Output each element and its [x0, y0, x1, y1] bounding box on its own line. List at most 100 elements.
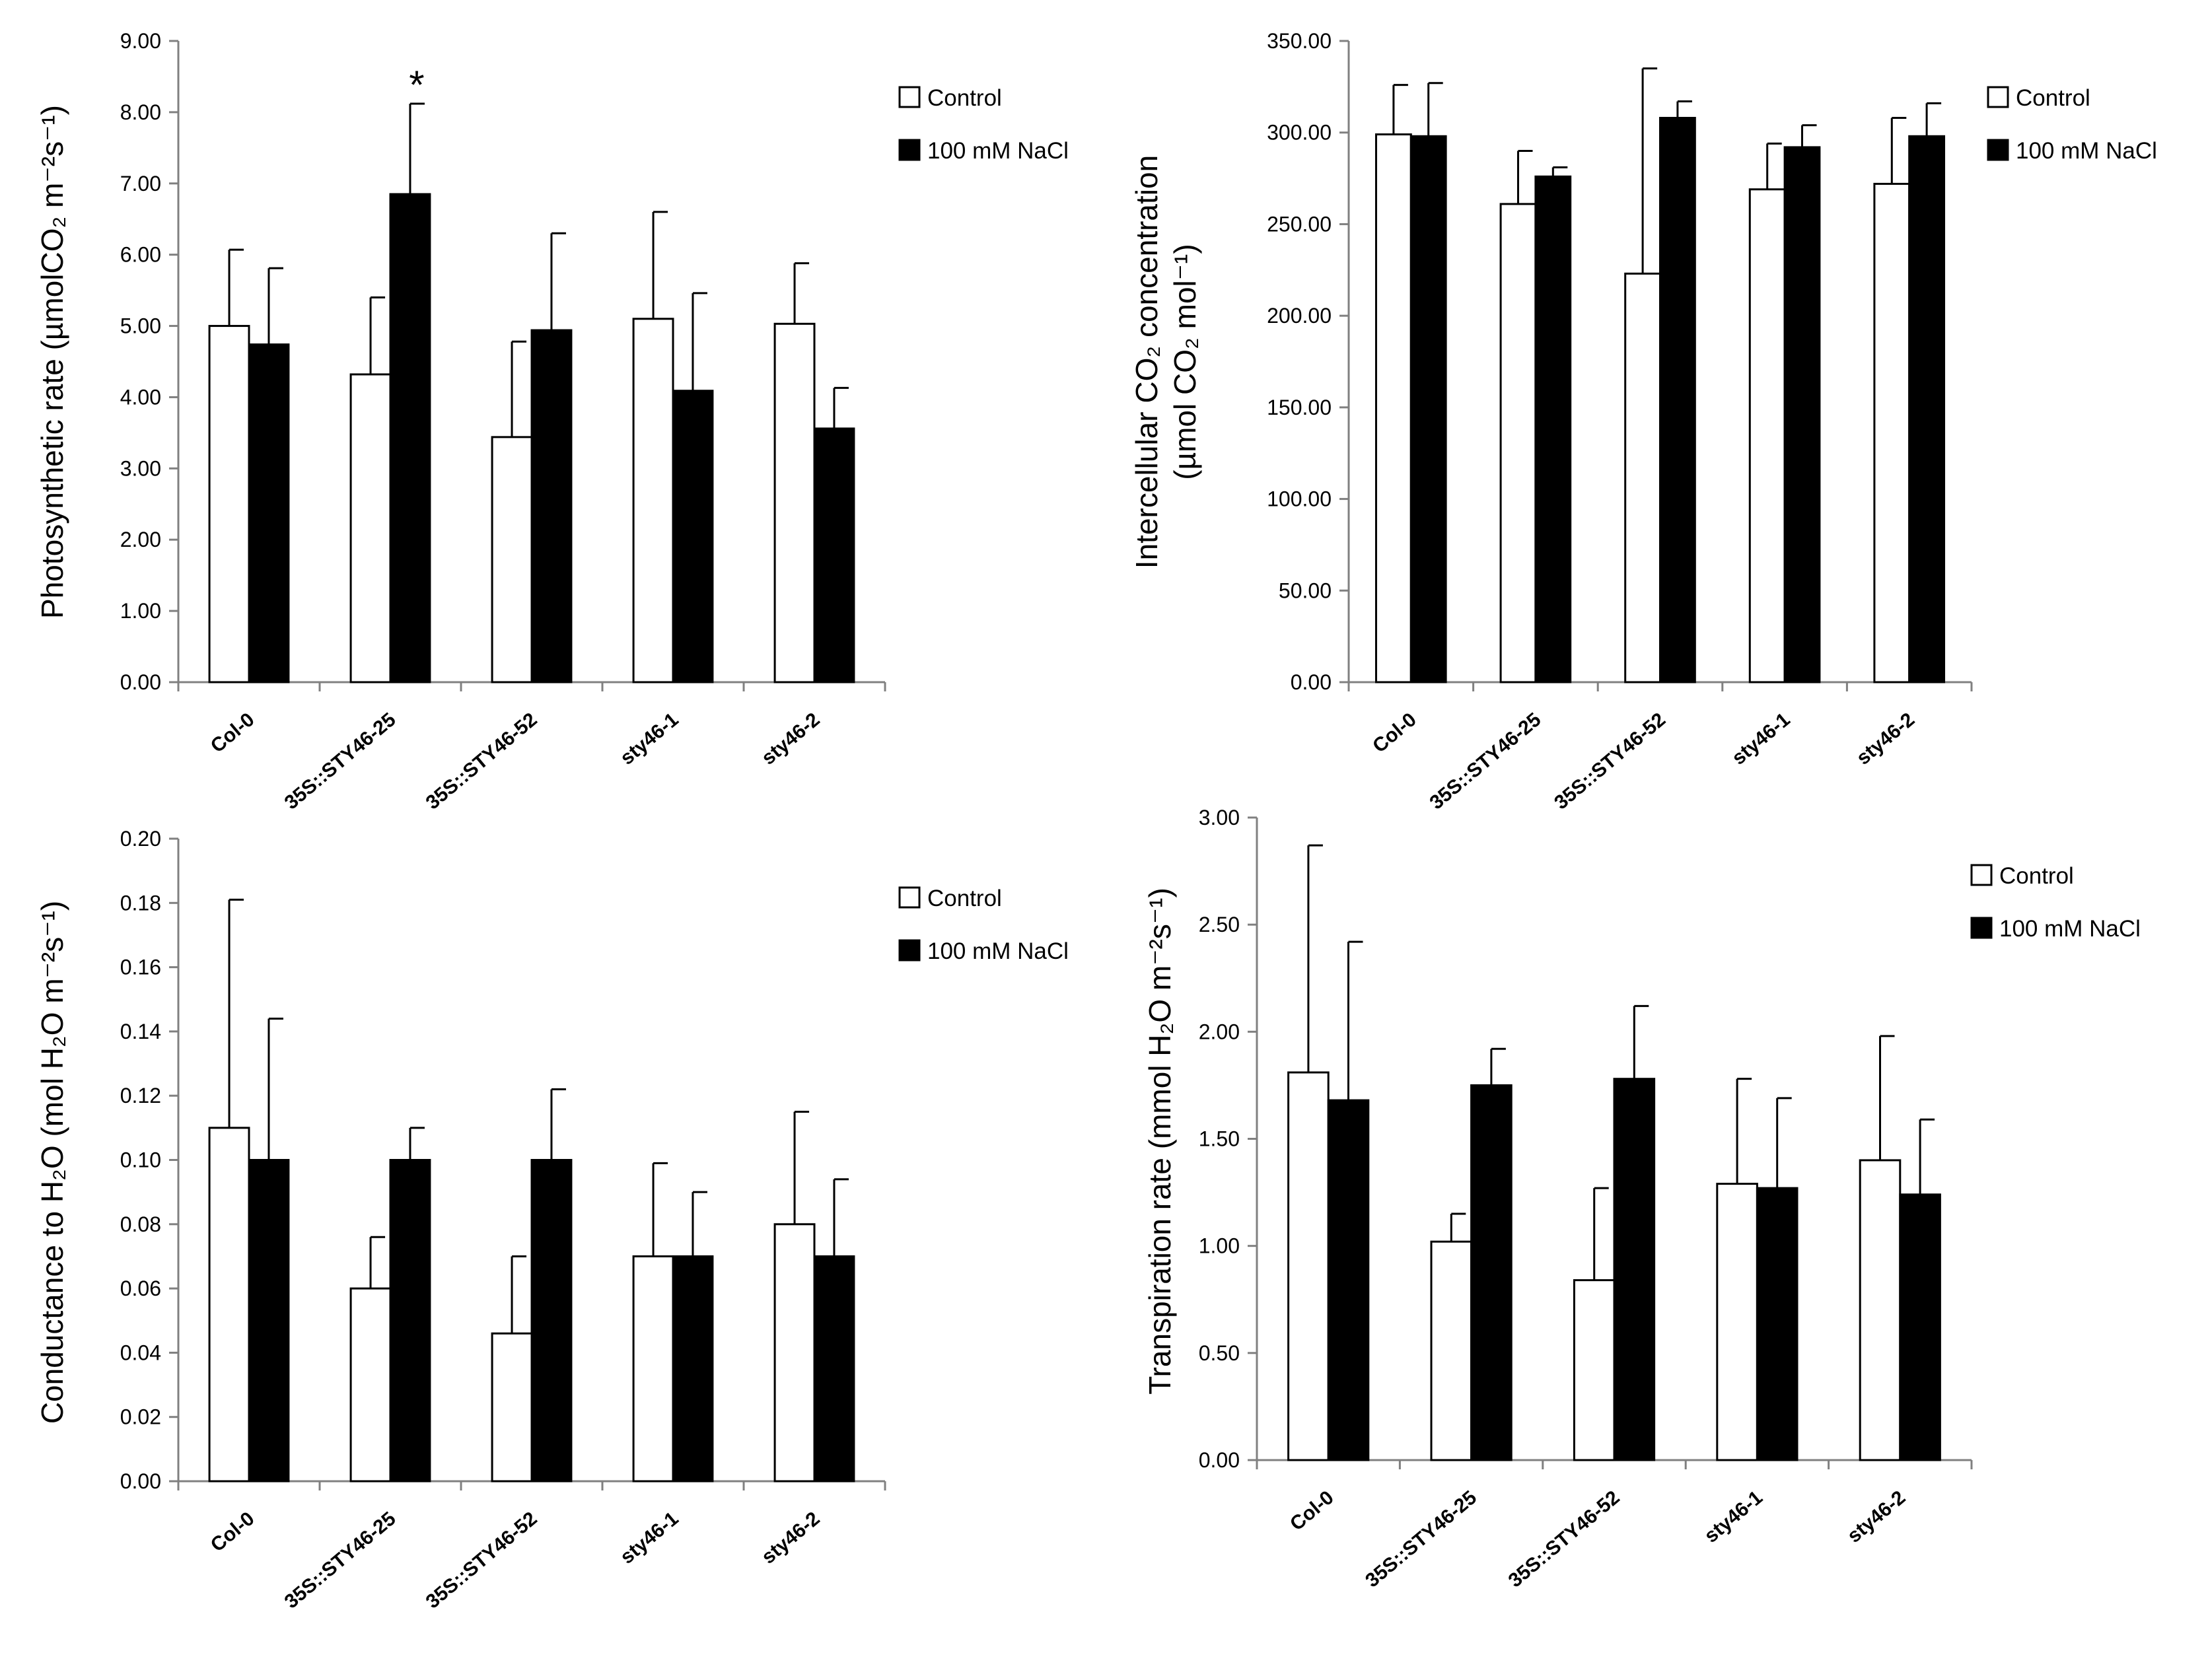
y-tick-label: 200.00	[1267, 304, 1332, 328]
y-tick-label: 3.00	[120, 456, 161, 480]
legend-label-control: Control	[2016, 85, 2090, 111]
bar-control-4	[1873, 182, 1911, 683]
y-tick-label: 2.00	[120, 528, 161, 551]
bar-nacl-3	[672, 390, 714, 683]
bar-control-2	[491, 436, 533, 683]
legend: Control 100 mM NaCl	[1987, 85, 2157, 164]
bar-control-2	[1573, 1279, 1616, 1461]
bar-nacl-3	[1783, 146, 1821, 683]
bar-nacl-2	[530, 329, 573, 683]
y-axis-title: Transpiration rate (mmol H₂O m⁻²s⁻¹)	[1143, 888, 1177, 1395]
bar-control-1	[349, 1287, 392, 1483]
legend-label-control: Control	[927, 886, 1002, 911]
bar-control-3	[632, 318, 674, 683]
bar-control-0	[208, 1127, 250, 1483]
bar-control-4	[773, 1223, 816, 1483]
y-tick-label: 0.12	[120, 1084, 161, 1107]
bar-control-4	[773, 322, 816, 683]
legend-swatch-nacl	[1987, 139, 2009, 161]
bar-nacl-0	[248, 343, 290, 683]
chart-panel-intercellular-co2: 0.00 50.00 100.00 150.00 200.00 250.00 300.00 3…	[1129, 29, 2157, 814]
legend: Control 100 mM NaCl	[898, 886, 1069, 964]
legend: Control 100 mM NaCl	[898, 85, 1069, 164]
legend-swatch-control	[1987, 86, 2009, 108]
y-tick-label: 8.00	[120, 100, 161, 124]
legend-label-control: Control	[1999, 863, 2074, 889]
y-tick-label: 0.50	[1199, 1341, 1240, 1365]
y-axis-title: Photosynthetic rate (µmolCO₂ m⁻²s⁻¹)	[35, 105, 69, 619]
legend-swatch-control	[898, 86, 921, 108]
bar-nacl-3	[672, 1255, 714, 1483]
bar-control-1	[1499, 203, 1537, 683]
y-tick-label: 2.00	[1199, 1020, 1240, 1043]
legend-swatch-control	[1970, 864, 1993, 886]
y-tick-label: 4.00	[120, 385, 161, 409]
legend-label-control: Control	[927, 85, 1002, 111]
bar-nacl-2	[1659, 117, 1696, 683]
legend: Control 100 mM NaCl	[1970, 863, 2141, 942]
y-tick-label: 1.50	[1199, 1127, 1240, 1151]
bar-control-1	[349, 373, 392, 683]
y-tick-label: 9.00	[120, 29, 161, 53]
y-tick-label: 0.04	[120, 1341, 161, 1364]
bar-control-3	[632, 1255, 674, 1483]
bar-control-2	[491, 1332, 533, 1483]
y-axis-title: Conductance to H₂O (mol H₂O m⁻²s⁻¹)	[35, 901, 69, 1424]
y-tick-label: 0.00	[1291, 670, 1332, 694]
bar-nacl-4	[813, 1255, 855, 1483]
y-tick-label: 7.00	[120, 172, 161, 195]
y-tick-label: 0.20	[120, 827, 161, 851]
bar-nacl-0	[248, 1159, 290, 1483]
legend-swatch-nacl	[898, 939, 921, 962]
bar-control-1	[1430, 1240, 1473, 1461]
chart-panel-photosynthetic-rate: 0.00 1.00 2.00 3.00 4.00 5.00 6.00 7.00 8.00 9.00…	[35, 29, 1069, 814]
bar-nacl-4	[1899, 1193, 1941, 1461]
y-tick-label: 0.16	[120, 956, 161, 979]
y-tick-label: 0.00	[120, 670, 161, 694]
bar-nacl-2	[530, 1159, 573, 1483]
y-tick-label: 0.06	[120, 1277, 161, 1300]
significance-marker: *	[409, 63, 424, 107]
bar-control-0	[1374, 133, 1412, 683]
bar-control-0	[1287, 1071, 1330, 1461]
bar-nacl-0	[1409, 135, 1447, 683]
bar-control-0	[208, 325, 250, 683]
bar-control-4	[1859, 1159, 1902, 1461]
legend-label-nacl: 100 mM NaCl	[927, 138, 1069, 164]
y-tick-label: 6.00	[120, 243, 161, 267]
bar-control-3	[1716, 1183, 1758, 1461]
y-tick-label: 0.08	[120, 1212, 161, 1236]
y-tick-label: 100.00	[1267, 487, 1332, 511]
y-tick-label: 0.18	[120, 891, 161, 915]
y-tick-label: 300.00	[1267, 121, 1332, 145]
y-axis-title-line2: (µmol CO₂ mol⁻¹)	[1168, 244, 1202, 479]
legend-swatch-control	[898, 886, 921, 909]
y-tick-label: 50.00	[1279, 578, 1332, 602]
legend-swatch-nacl	[898, 139, 921, 161]
bar-control-2	[1624, 272, 1661, 683]
y-tick-label: 0.10	[120, 1148, 161, 1172]
bar-control-3	[1748, 188, 1786, 683]
y-tick-label: 0.02	[120, 1405, 161, 1429]
y-tick-label: 1.00	[120, 599, 161, 623]
y-tick-label: 250.00	[1267, 212, 1332, 236]
bar-nacl-4	[1908, 135, 1946, 683]
y-tick-label: 150.00	[1267, 396, 1332, 419]
bar-nacl-3	[1756, 1187, 1798, 1461]
bar-nacl-1	[1470, 1084, 1513, 1461]
y-tick-label: 0.00	[120, 1469, 161, 1493]
y-tick-label: 1.00	[1199, 1234, 1240, 1258]
bar-nacl-2	[1613, 1078, 1656, 1461]
bar-nacl-1	[389, 193, 431, 683]
y-tick-label: 0.00	[1199, 1448, 1240, 1472]
bar-nacl-4	[813, 427, 855, 683]
legend-label-nacl: 100 mM NaCl	[2016, 138, 2157, 164]
bar-nacl-1	[389, 1159, 431, 1483]
y-tick-label: 5.00	[120, 314, 161, 338]
y-tick-label: 350.00	[1267, 29, 1332, 53]
y-tick-label: 3.00	[1199, 806, 1240, 829]
bar-nacl-0	[1327, 1099, 1370, 1461]
y-tick-label: 2.50	[1199, 913, 1240, 936]
legend-label-nacl: 100 mM NaCl	[927, 938, 1069, 964]
bar-nacl-1	[1534, 175, 1572, 683]
